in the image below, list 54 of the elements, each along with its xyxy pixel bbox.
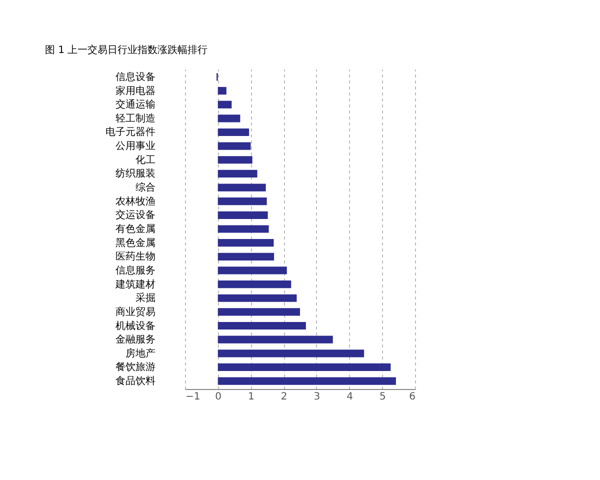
y-tick-label: 农林牧渔	[116, 195, 156, 208]
y-tick-label: 有色金属	[116, 223, 156, 235]
x-tick-label: 0	[215, 392, 222, 402]
y-tick-label: 轻工制造	[116, 112, 156, 124]
y-tick-label: 房地产	[126, 347, 156, 360]
bar	[218, 336, 333, 344]
bar	[218, 266, 287, 274]
y-tick-label: 金融服务	[116, 334, 156, 346]
bar	[218, 142, 251, 150]
bar	[218, 198, 267, 206]
bar	[218, 239, 274, 247]
x-tick-label: 5	[379, 392, 386, 402]
x-tick-label: 3	[314, 392, 320, 402]
y-tick-label: 综合	[136, 182, 156, 194]
y-tick-label: 化工	[136, 154, 156, 166]
y-tick-label: 建筑建材	[114, 278, 156, 290]
bar	[218, 363, 391, 372]
bar	[218, 225, 269, 233]
y-tick-label: 电子元器件	[106, 126, 156, 138]
x-tick-label: 4	[346, 392, 353, 402]
bar	[218, 252, 274, 260]
bar	[218, 280, 292, 288]
bar	[218, 86, 226, 95]
y-tick-label: 机械设备	[116, 320, 156, 332]
y-tick-label: 食品饮料	[116, 375, 156, 388]
y-tick-label: 纺织服装	[116, 168, 156, 180]
bar	[218, 211, 268, 219]
y-tick-label: 信息服务	[116, 264, 156, 276]
y-tick-label: 餐饮旅游	[116, 361, 156, 374]
chart-title: 图 1 上一交易日行业指数涨跌幅排行	[45, 44, 208, 56]
bar	[218, 377, 396, 385]
y-tick-label: 黑色金属	[116, 236, 156, 249]
y-tick-label: 公用事业	[116, 140, 156, 152]
bar	[218, 128, 250, 136]
x-tick-label: 1	[248, 392, 254, 402]
y-tick-label: 交运设备	[116, 209, 156, 222]
y-tick-label: 家用电器	[116, 84, 156, 97]
bar	[218, 170, 258, 178]
x-tick-label: 2	[280, 392, 288, 402]
bar	[218, 156, 252, 164]
bar	[218, 100, 232, 108]
x-tick-label: −1	[186, 392, 200, 402]
y-tick-label: 交通运输	[116, 98, 156, 111]
bar	[218, 308, 300, 316]
bar	[218, 184, 266, 192]
bar	[218, 350, 364, 358]
y-tick-label: 采掘	[136, 292, 156, 304]
bar	[218, 294, 297, 302]
bar	[218, 114, 240, 122]
bar	[218, 322, 306, 330]
y-tick-label: 商业贸易	[116, 306, 156, 318]
y-tick-label: 医药生物	[116, 250, 156, 263]
y-tick-label: 信息设备	[116, 70, 156, 83]
x-tick-label: 6	[409, 392, 416, 402]
